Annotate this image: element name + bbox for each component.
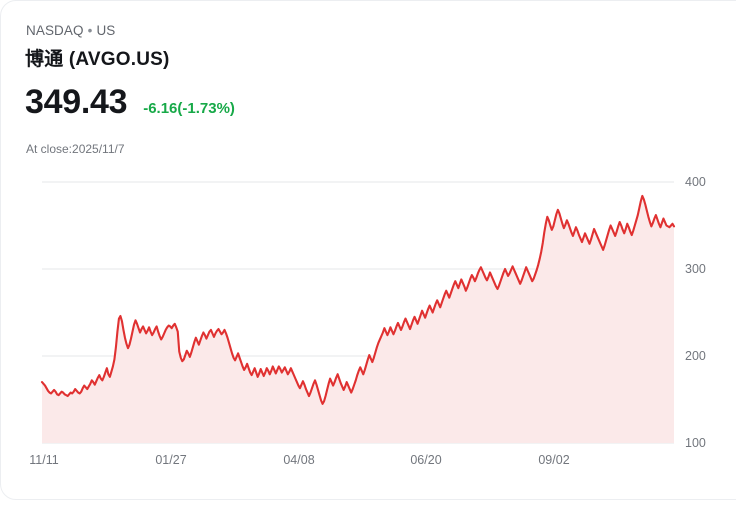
close-timestamp: At close:2025/11/7 — [26, 142, 125, 156]
y-axis-tick-label: 300 — [685, 262, 706, 276]
region-label: US — [96, 23, 116, 38]
price-row: 349.43 -6.16(-1.73%) — [25, 85, 235, 119]
stock-quote-card: NASDAQ • US 博通 (AVGO.US) 349.43 -6.16(-1.7… — [0, 0, 736, 500]
exchange-label: NASDAQ — [26, 23, 84, 38]
x-axis: 11/11 01/27 04/08 06/20 09/02 — [1, 453, 736, 477]
y-axis: 400 300 200 100 — [685, 161, 736, 461]
y-axis-tick-label: 400 — [685, 175, 706, 189]
x-axis-tick-label: 01/27 — [155, 453, 187, 467]
last-price: 349.43 — [25, 83, 128, 121]
x-axis-tick-label: 06/20 — [410, 453, 442, 467]
separator-dot: • — [87, 23, 93, 38]
x-axis-tick-label: 04/08 — [283, 453, 315, 467]
x-axis-tick-label: 09/02 — [538, 453, 570, 467]
page-title: 博通 (AVGO.US) — [25, 49, 170, 70]
y-axis-tick-label: 100 — [685, 436, 706, 450]
exchange-region-row: NASDAQ • US — [26, 23, 115, 38]
price-chart-svg — [40, 181, 676, 444]
x-axis-tick-label: 11/11 — [29, 453, 59, 467]
y-axis-tick-label: 200 — [685, 349, 706, 363]
price-change: -6.16(-1.73%) — [143, 100, 235, 117]
price-line — [40, 194, 676, 405]
price-area-fill — [42, 195, 674, 443]
price-chart[interactable]: 400 300 200 100 11/11 01/27 04/08 06/20 09/02 — [1, 161, 736, 481]
